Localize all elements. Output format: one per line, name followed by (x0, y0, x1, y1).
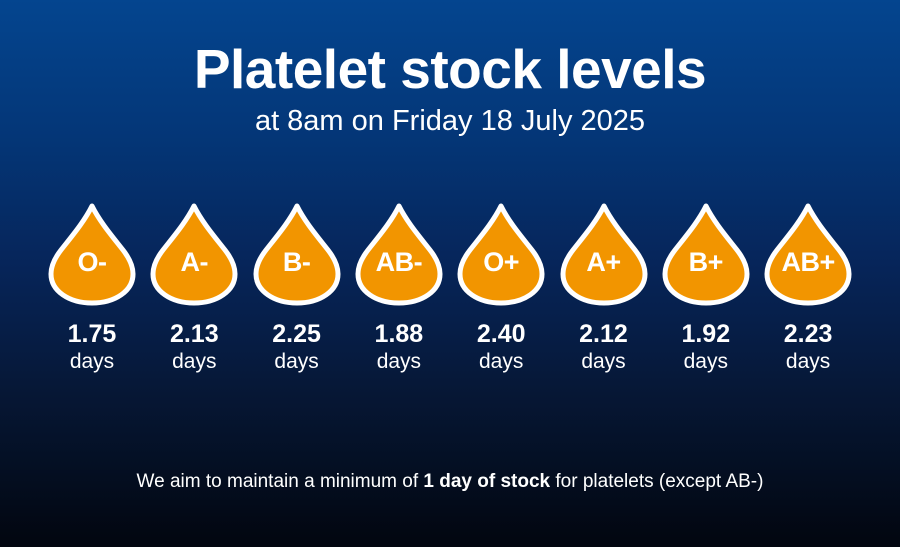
blood-group-item: AB- 1.88 days (353, 202, 445, 375)
blood-drop-icon: A+ (558, 202, 650, 306)
blood-group-label: A+ (586, 247, 621, 277)
blood-drop-icon: A- (148, 202, 240, 306)
blood-drop-icon: O+ (455, 202, 547, 306)
stock-days-value: 2.13 (169, 320, 219, 348)
blood-drop-icon: B+ (660, 202, 752, 306)
blood-group-label: A- (180, 247, 209, 277)
stock-days-value: 2.23 (783, 320, 833, 348)
blood-drop-icon: B- (251, 202, 343, 306)
stock-days-unit: days (69, 350, 115, 373)
stock-days-value: 2.25 (272, 320, 321, 348)
stock-days-unit: days (581, 350, 626, 373)
footer-text-after: for platelets (except AB-) (550, 471, 764, 492)
blood-group-item: B- 2.25 days (251, 202, 343, 375)
stock-days-unit: days (479, 350, 524, 373)
stock-days-value: 1.92 (681, 320, 731, 348)
stock-days-value: 2.40 (476, 320, 526, 348)
blood-group-label: AB- (375, 247, 423, 277)
blood-group-label: AB+ (781, 247, 835, 277)
blood-group-item: A- 2.13 days (148, 202, 240, 375)
footer-note: We aim to maintain a minimum of 1 day of… (0, 470, 900, 494)
stock-days-unit: days (683, 350, 728, 373)
stock-days-unit: days (274, 350, 319, 373)
blood-group-item: B+ 1.92 days (660, 202, 752, 375)
blood-group-label: B+ (688, 247, 724, 277)
stock-days-value: 1.75 (67, 320, 117, 348)
blood-group-item: O- 1.75 days (46, 202, 138, 375)
stock-days-unit: days (376, 350, 422, 373)
blood-group-label: B- (282, 247, 311, 277)
stock-days-unit: days (172, 350, 217, 373)
stock-days-value: 1.88 (374, 320, 424, 348)
blood-drop-icon: AB+ (762, 202, 854, 306)
blood-group-item: A+ 2.12 days (558, 202, 650, 375)
blood-drop-icon: AB- (353, 202, 445, 306)
blood-group-item: O+ 2.40 days (455, 202, 547, 375)
blood-drop-icon: O- (46, 202, 138, 306)
blood-group-label: O+ (483, 247, 520, 277)
blood-group-label: O- (77, 247, 108, 277)
page-title: Platelet stock levels (193, 38, 707, 100)
stock-days-value: 2.12 (579, 320, 628, 348)
footer-text-bold: 1 day of stock (423, 471, 551, 492)
blood-group-item: AB+ 2.23 days (762, 202, 854, 375)
page-subtitle: at 8am on Friday 18 July 2025 (254, 105, 646, 137)
footer-text-before: We aim to maintain a minimum of (136, 471, 424, 492)
stock-days-unit: days (785, 350, 831, 373)
